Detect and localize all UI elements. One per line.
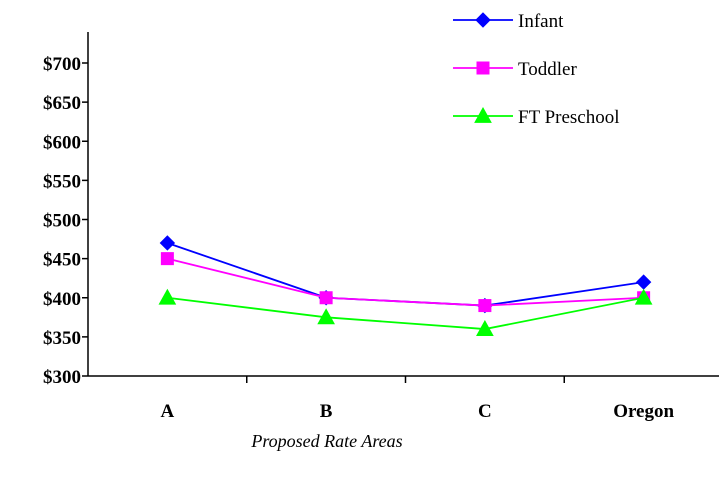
data-point <box>476 320 494 336</box>
legend-item: Toddler <box>453 59 577 80</box>
data-point <box>478 299 492 313</box>
data-point <box>319 291 333 305</box>
data-point <box>159 235 176 251</box>
chart-legend: Infant Toddler FT Preschool <box>453 11 620 128</box>
x-tick-label: A <box>161 401 175 422</box>
legend-marker <box>474 106 492 123</box>
legend-item: Infant <box>453 11 564 32</box>
legend-label: FT Preschool <box>518 107 620 128</box>
series-line <box>167 242 644 307</box>
y-tick-label: $500 <box>43 211 81 232</box>
x-tick-label: B <box>320 401 333 422</box>
series-ft-preschool <box>158 288 653 336</box>
x-tick-label: C <box>478 401 492 422</box>
y-tick-label: $450 <box>43 250 81 271</box>
legend-marker <box>476 61 490 75</box>
y-tick-label: $600 <box>43 132 81 153</box>
data-point <box>160 252 174 266</box>
y-tick-label: $650 <box>43 93 81 114</box>
chart-series <box>158 235 653 336</box>
legend-marker <box>475 12 491 28</box>
data-point <box>317 308 335 325</box>
data-point <box>635 274 652 290</box>
y-tick-label: $300 <box>43 367 81 388</box>
data-point <box>634 288 653 305</box>
legend-item: FT Preschool <box>453 106 620 128</box>
y-tick-label: $550 <box>43 171 81 192</box>
x-tick-label: Oregon <box>613 401 674 422</box>
x-axis-ticks: A B C Oregon <box>161 376 674 422</box>
series-line <box>167 257 644 307</box>
chart-axes <box>87 32 719 377</box>
data-point <box>158 288 177 305</box>
y-tick-label: $400 <box>43 289 81 310</box>
y-tick-label: $350 <box>43 328 81 349</box>
legend-label: Toddler <box>518 59 577 80</box>
y-tick-label: $700 <box>43 54 81 75</box>
legend-label: Infant <box>518 11 564 32</box>
y-axis-ticks: $300 $350 $400 $450 $500 $550 $600 $650 $700 <box>43 54 88 388</box>
series-line <box>167 296 644 330</box>
x-axis-label: Proposed Rate Areas <box>250 431 402 451</box>
series-toddler <box>160 252 651 313</box>
